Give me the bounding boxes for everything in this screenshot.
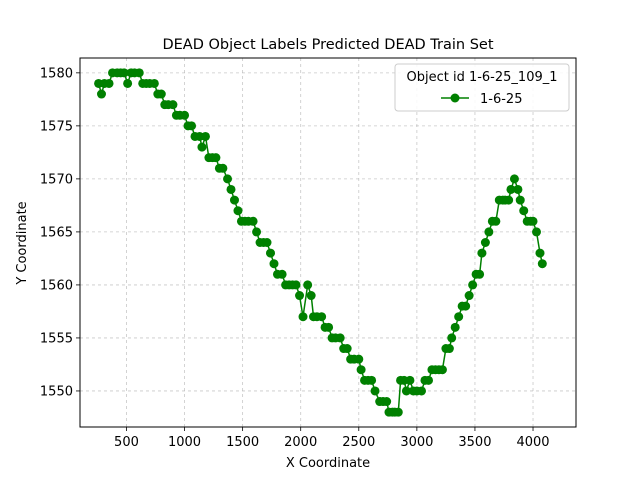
data-point	[317, 312, 327, 322]
x-tick-label: 2500	[342, 435, 375, 450]
data-point	[269, 259, 279, 269]
data-point	[104, 78, 114, 88]
data-point	[509, 174, 519, 184]
data-point	[537, 259, 547, 269]
data-point	[223, 174, 233, 184]
data-point	[303, 280, 313, 290]
data-point	[226, 184, 236, 194]
legend: Object id 1-6-25_109_1 1-6-25	[394, 63, 570, 112]
data-point	[382, 397, 392, 407]
x-tick-label: 3000	[400, 435, 433, 450]
data-point	[200, 131, 210, 141]
data-point	[262, 238, 272, 247]
series-layer	[94, 68, 547, 417]
y-tick-label: 1570	[40, 172, 73, 187]
data-point	[417, 386, 427, 396]
data-point	[454, 312, 464, 322]
plot-frame	[79, 57, 577, 428]
data-point	[168, 100, 178, 110]
chart-title: DEAD Object Labels Predicted DEAD Train …	[162, 37, 493, 53]
data-point	[229, 195, 239, 205]
data-point	[335, 333, 345, 343]
data-point	[437, 365, 447, 375]
data-point	[370, 386, 380, 396]
tick-layer: 500 1000 1500 2000 2500 3000 3500 4000 1550 1555 1…	[40, 66, 550, 450]
legend-title: Object id 1-6-25_109_1	[406, 70, 557, 85]
x-tick-label: 1500	[226, 435, 259, 450]
data-point	[218, 163, 228, 173]
data-point	[252, 227, 262, 237]
data-point	[491, 216, 501, 226]
data-point	[401, 386, 411, 396]
data-point	[444, 344, 454, 354]
data-point	[134, 68, 144, 78]
plot-area	[80, 58, 576, 427]
y-tick-label: 1555	[40, 331, 73, 346]
data-point	[233, 206, 243, 216]
data-point	[535, 248, 545, 258]
data-point	[298, 312, 308, 322]
data-point	[515, 195, 525, 205]
x-axis-label: X Coordinate	[286, 456, 370, 471]
data-point	[484, 227, 494, 237]
data-point	[506, 184, 516, 194]
data-point	[519, 206, 529, 216]
data-point	[291, 280, 301, 290]
data-point	[532, 227, 542, 237]
data-point	[342, 344, 352, 354]
data-point	[96, 89, 106, 99]
data-point	[119, 68, 129, 78]
data-point	[475, 269, 485, 279]
data-point	[295, 291, 305, 301]
x-tick-label: 2000	[284, 435, 317, 450]
data-point	[393, 407, 403, 417]
data-point	[354, 354, 364, 364]
data-point	[367, 375, 377, 385]
y-tick-label: 1565	[40, 225, 73, 240]
data-point	[464, 291, 474, 301]
data-point	[248, 216, 258, 226]
data-point	[528, 216, 538, 226]
x-tick-label: 4000	[516, 435, 549, 450]
y-axis-label: Y Coordinate	[15, 201, 30, 285]
data-point	[513, 184, 523, 194]
data-point	[277, 269, 287, 279]
y-tick-label: 1575	[40, 119, 73, 134]
data-point	[461, 301, 471, 311]
legend-point-marker	[450, 93, 460, 103]
data-point	[180, 110, 190, 120]
y-tick-label: 1580	[40, 66, 73, 81]
x-tick-label: 1000	[168, 435, 201, 450]
data-point	[197, 142, 207, 152]
data-point	[405, 375, 415, 385]
data-point	[356, 365, 366, 375]
data-point	[468, 280, 478, 290]
data-point	[306, 291, 316, 301]
data-point	[480, 238, 490, 247]
data-point	[447, 333, 457, 343]
data-point	[324, 322, 334, 332]
data-point	[450, 322, 460, 332]
data-point	[123, 78, 133, 88]
data-point	[423, 375, 433, 385]
legend-box	[394, 63, 570, 112]
x-tick-label: 3500	[458, 435, 491, 450]
data-point	[504, 195, 514, 205]
data-point	[156, 89, 166, 99]
y-tick-label: 1550	[40, 384, 73, 399]
y-tick-label: 1560	[40, 278, 73, 293]
x-tick-label: 500	[114, 435, 139, 450]
data-point	[211, 153, 221, 163]
legend-series-label: 1-6-25	[480, 92, 522, 107]
data-point	[266, 248, 276, 258]
data-point	[149, 78, 159, 88]
data-point	[187, 121, 197, 131]
data-point	[477, 248, 487, 258]
